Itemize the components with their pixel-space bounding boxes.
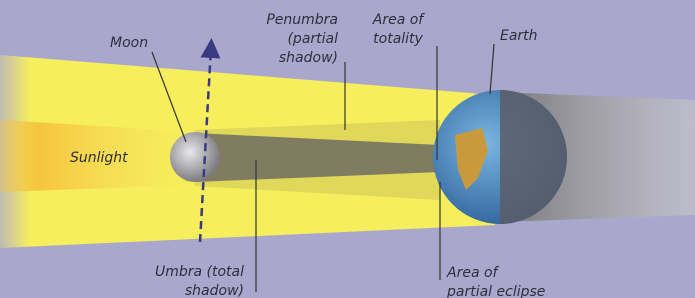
penumbra-label: Penumbra (266, 12, 338, 28)
moon-label: Moon (110, 35, 148, 51)
partial-eclipse-label: partial eclipse (446, 284, 545, 298)
partial-eclipse-label: Area of (446, 265, 500, 281)
totality-label: Area of (372, 12, 426, 28)
eclipse-diagram: Moon Penumbra (partial shadow) Area of t… (0, 0, 695, 298)
earth-leader (490, 44, 494, 94)
totality-label: totality (373, 31, 423, 47)
moon (170, 132, 220, 182)
umbra-label: shadow) (185, 283, 244, 298)
penumbra-label: shadow) (279, 50, 338, 66)
sunlight-label: Sunlight (70, 150, 128, 166)
umbra-label: Umbra (total (155, 264, 244, 280)
penumbra-label: (partial (287, 31, 338, 47)
artwork (0, 48, 695, 248)
earth-label: Earth (500, 28, 538, 44)
